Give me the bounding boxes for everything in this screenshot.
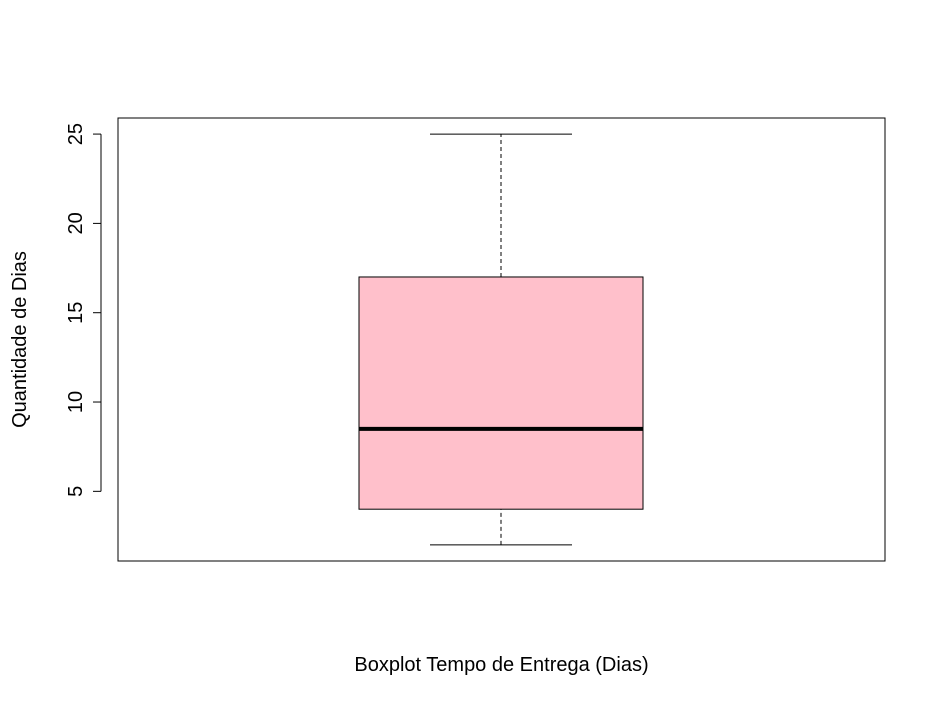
y-tick-label: 20 <box>65 212 87 234</box>
iqr-box <box>358 276 644 510</box>
box-group <box>358 133 644 546</box>
y-tick-label: 5 <box>65 486 87 497</box>
plot-frame <box>117 117 886 562</box>
x-axis-label: Boxplot Tempo de Entrega (Dias) <box>354 654 648 676</box>
y-tick-label: 25 <box>65 123 87 145</box>
y-tick-label: 10 <box>65 391 87 413</box>
y-tick-label: 15 <box>65 302 87 324</box>
y-axis-label: Quantidade de Dias <box>9 251 31 428</box>
y-ticks: 5 10 15 20 25 <box>65 123 101 497</box>
